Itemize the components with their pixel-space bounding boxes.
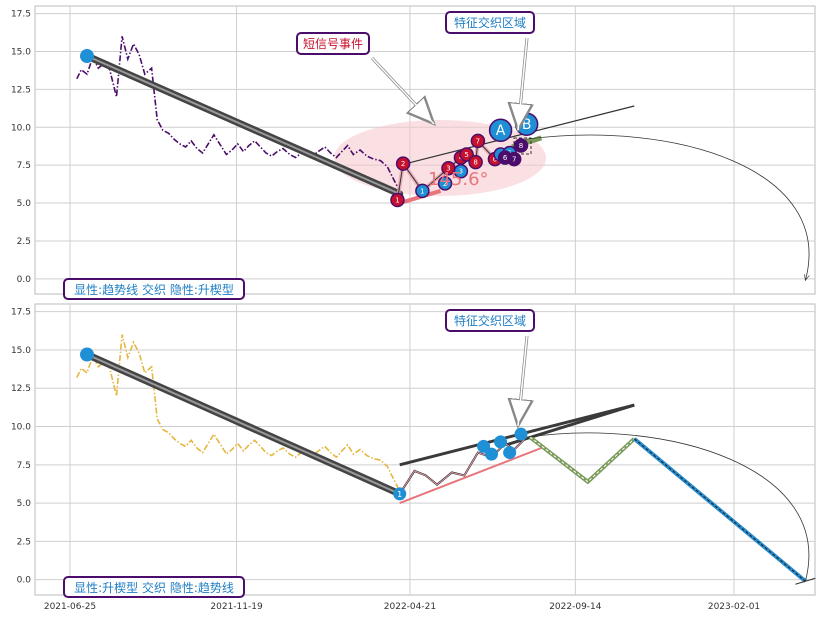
top-arc-arrow [524,134,809,280]
top-blue-marker-label: 1 [420,187,424,195]
top-blue-marker-label: 3 [459,168,463,176]
top-red-marker-label: 7 [476,137,480,145]
bottom-y-tick-label: 2.5 [17,537,31,547]
top-red-marker [390,192,405,208]
top-legend-box: 显性:趋势线 交织 隐性:升楔型 [63,278,245,300]
bottom-pink-line [399,447,542,505]
top-y-ticks: 0.0 2.5 5.0 7.5 10.0 12.5 15.0 17.5 [11,10,31,285]
bottom-inner-zigzag-pink [399,436,527,495]
top-feature-arrow-inner [517,37,528,131]
top-y-tick-label: 12.5 [11,85,31,95]
top-purple-marker [506,151,522,167]
short-signal-annotation: 短信号事件 [296,32,370,55]
bottom-wedge-upper-2 [505,403,635,447]
bottom-y-tick-label: 0.0 [17,576,32,586]
bottom-feature-zone-label: 特征交织区域 [454,313,526,328]
x-tick-label: 2022-09-14 [549,602,602,612]
top-blue-marker [453,163,469,179]
bottom-arc-end-tick [795,577,816,585]
top-red-marker [468,154,483,170]
top-price-line [76,36,401,192]
top-y-tick-label: 5.0 [17,199,32,209]
bottom-trend-line-inner [86,353,401,495]
bottom-y-ticks: 0.0 2.5 5.0 7.5 10.0 12.5 15.0 17.5 [11,308,31,586]
bottom-blue-dot [494,435,508,449]
bottom-y-tick-label: 7.5 [17,461,31,471]
top-red-marker [395,156,411,171]
top-purple-marker-label: 8 [519,142,523,150]
top-feature-zone-label: 特征交织区域 [454,15,526,30]
top-panel: 0.02.55.07.510.012.515.017.5 12345768123… [11,5,816,295]
top-red-marker-label: 6 [493,156,498,164]
bottom-y-tick-label: 10.0 [11,423,31,433]
bottom-legend-label: 显性:升楔型 交织 隐性:趋势线 [74,580,234,595]
top-blue-marker [415,183,430,199]
top-purple-marker [513,138,529,153]
top-feature-zone-annotation: 特征交织区域 [445,11,535,34]
top-y-tick-label: 2.5 [17,237,31,247]
bottom-blue-dot-label: 1 [397,490,402,499]
top-big-marker-label: A [496,123,506,139]
x-tick-label: 2023-02-01 [708,602,760,612]
top-upper-line [399,105,635,166]
bottom-blue-dot [485,447,499,461]
bottom-y-tick-label: 17.5 [11,308,31,318]
top-y-tick-label: 7.5 [17,161,31,171]
top-red-marker-label: 5 [464,151,468,159]
x-tick-label: 2022-04-21 [384,602,436,612]
top-y-tick-label: 15.0 [11,47,31,57]
bottom-blue-dot [514,427,528,441]
bottom-arc [526,432,810,582]
bottom-content: 1 [76,334,816,585]
top-big-marker-label: B [522,117,532,133]
bottom-feature-arrow-inner [517,335,528,427]
bottom-x-ticks: 2021-06-25 2021-11-19 2022-04-21 2022-09-14… [44,602,760,612]
top-red-marker [470,133,486,149]
top-y-tick-label: 0.0 [17,275,32,285]
x-tick-label: 2021-11-19 [210,602,263,612]
top-start-marker [79,49,94,64]
bottom-y-tick-label: 5.0 [17,499,32,509]
top-purple-marker-label: 7 [512,156,516,164]
top-legend-label: 显性:趋势线 交织 隐性:升楔型 [74,282,234,297]
bottom-panel: 0.02.55.07.510.012.515.017.5 2021-06-25 2… [11,303,816,612]
top-blue-marker-label: 2 [443,180,447,188]
top-red-marker-label: 8 [473,159,477,167]
top-red-marker-label: 2 [401,160,405,168]
bottom-blue-dot [79,347,94,362]
bottom-y-tick-label: 12.5 [11,384,31,394]
bottom-blue-zigzag-dash [633,438,806,582]
top-content: 1234576812345678AB145.6° [76,36,809,280]
short-signal-arrow-inner [371,57,435,125]
bottom-legend-box: 显性:升楔型 交织 隐性:趋势线 [63,576,245,598]
top-purple-marker-label: 6 [503,154,508,162]
bottom-blue-dot [503,446,517,460]
top-red-marker-label: 1 [395,196,399,204]
short-signal-label: 短信号事件 [303,37,363,51]
top-trend-line-inner [86,55,401,195]
top-angle-label: 145.6° [428,169,489,190]
top-blue-marker [437,176,453,191]
top-red-marker-label: 3 [446,165,450,173]
top-y-tick-label: 17.5 [11,10,31,20]
x-tick-label: 2021-06-25 [44,602,96,612]
top-y-tick-label: 10.0 [11,123,31,133]
bottom-green-zigzag-dash [529,436,635,483]
bottom-panel-frame [34,303,816,596]
bottom-feature-zone-annotation: 特征交织区域 [445,309,535,332]
bottom-y-tick-label: 15.0 [11,346,31,356]
bottom-blue-dot [393,487,407,501]
